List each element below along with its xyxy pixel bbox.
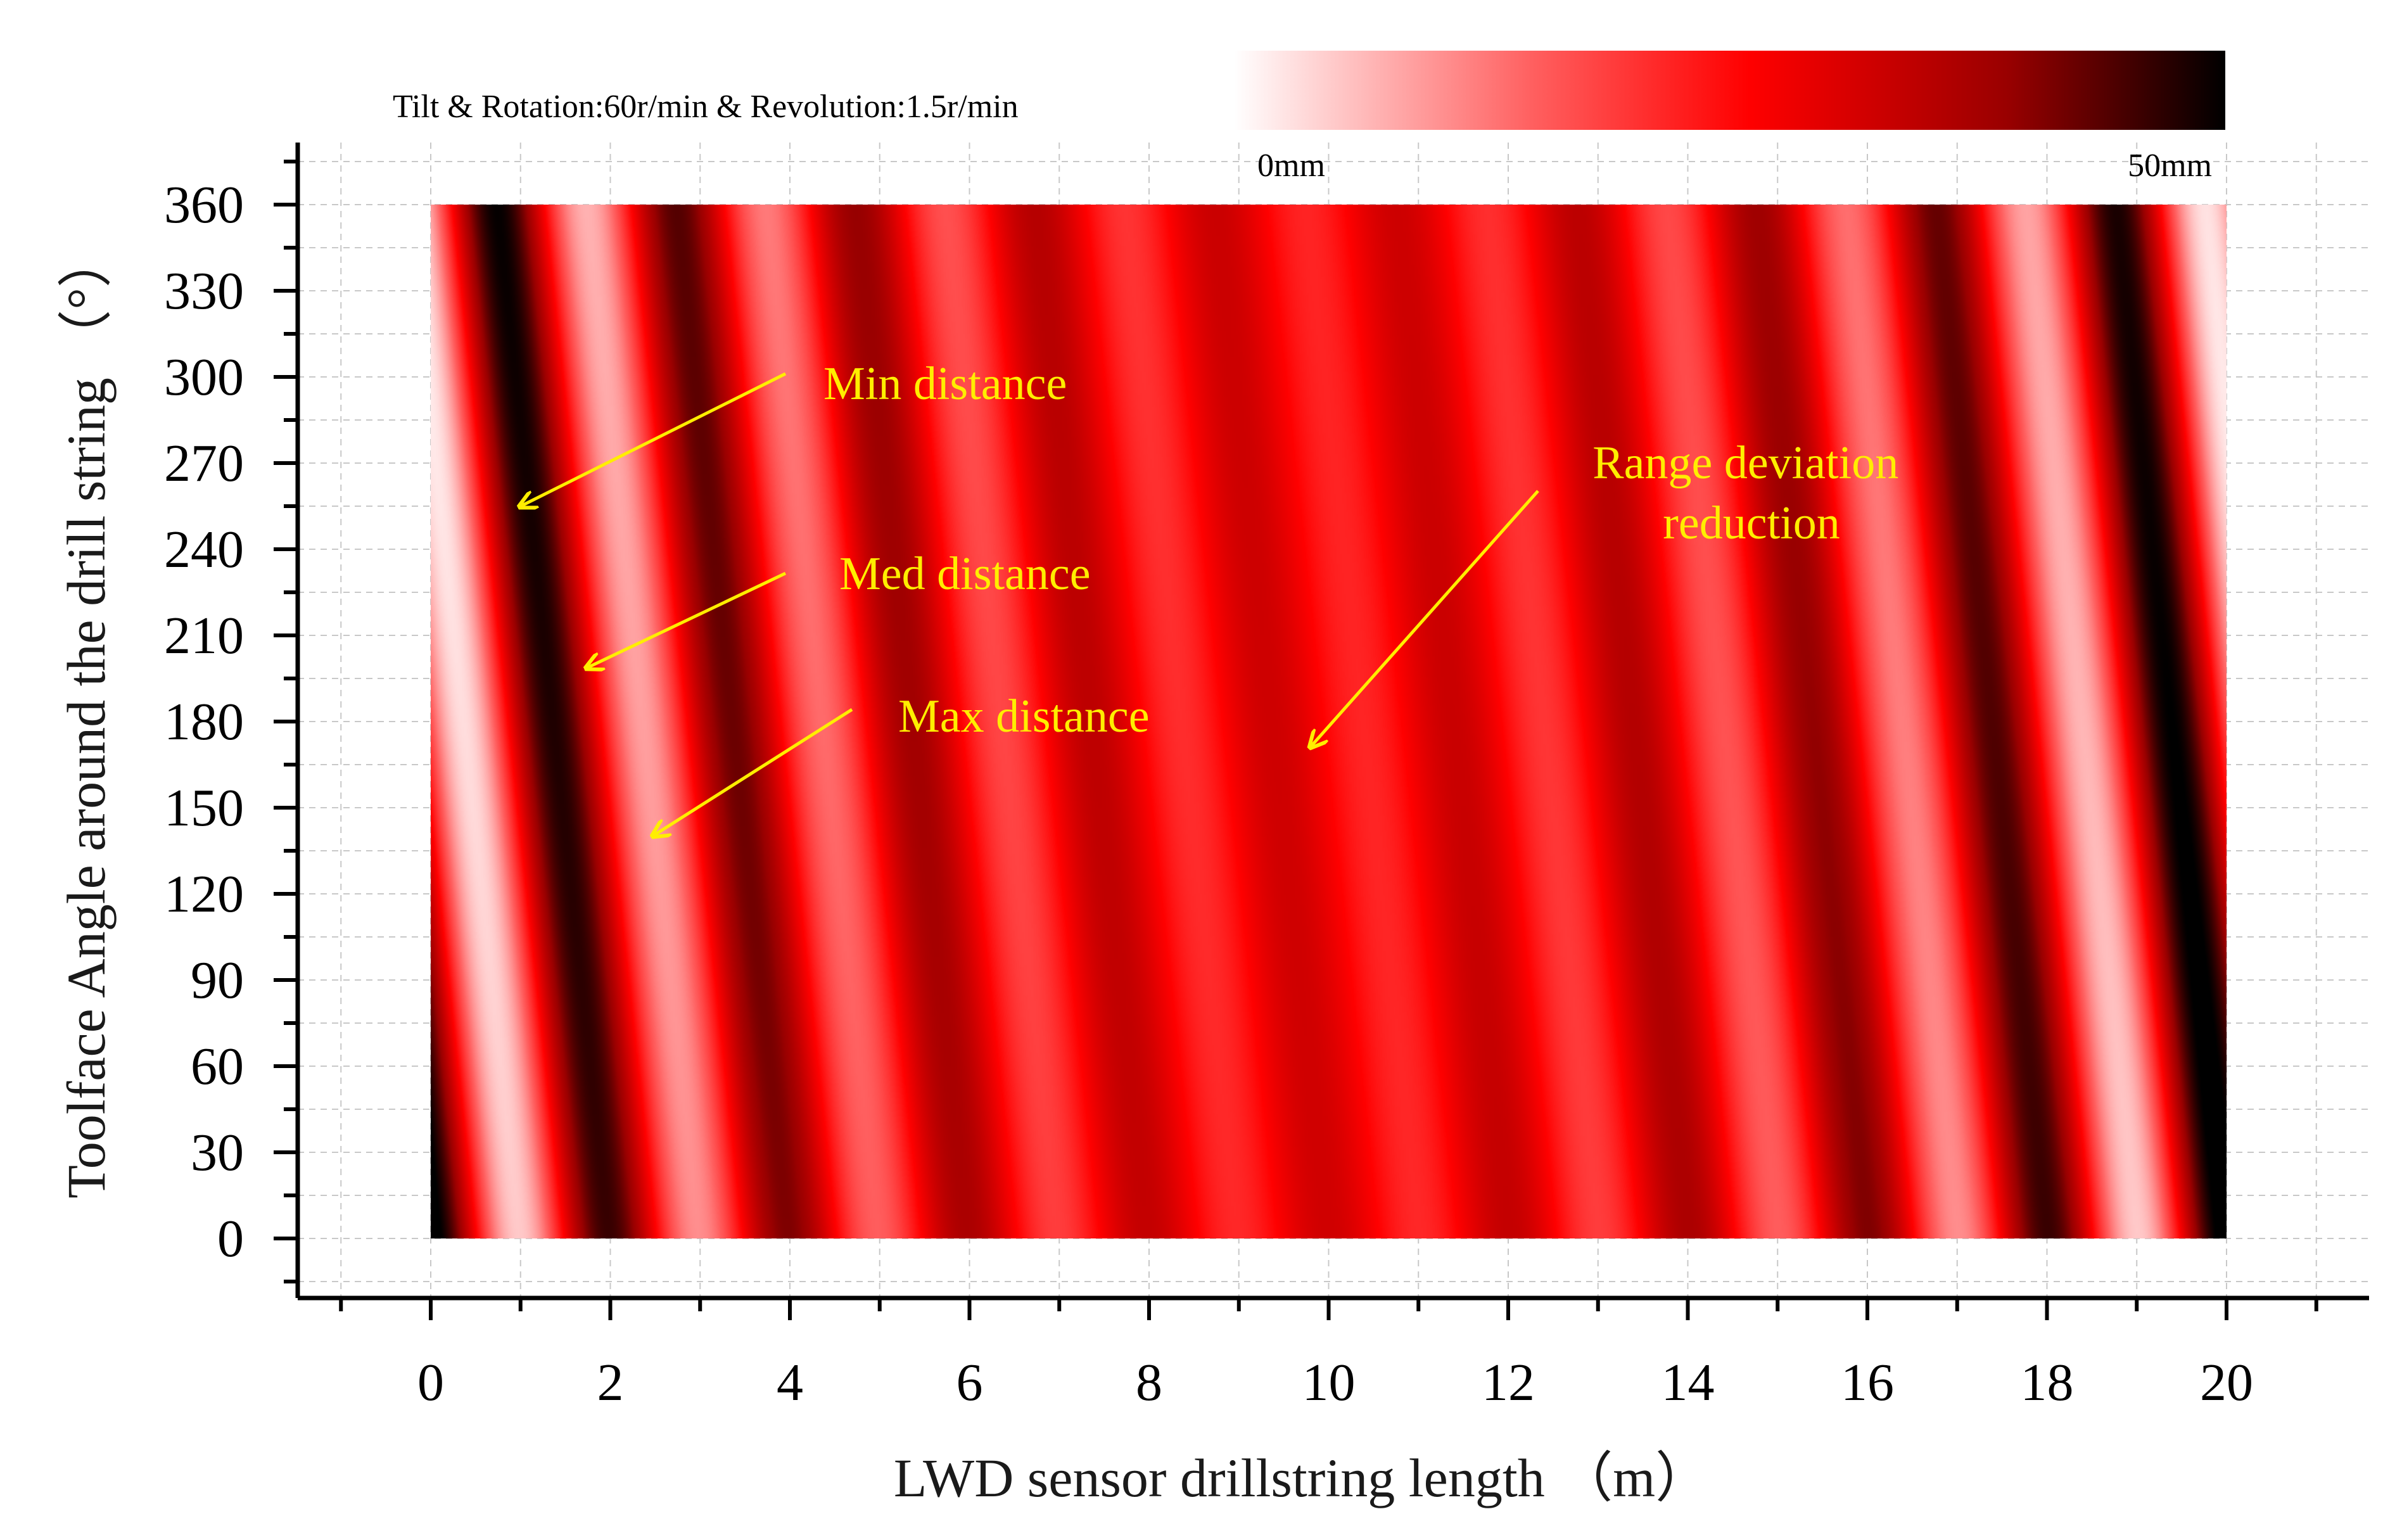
x-tick-label: 16 [1841,1353,1894,1412]
y-tick-label: 60 [191,1037,244,1096]
chart-title: Tilt & Rotation:60r/min & Revolution:1.5… [393,89,1019,125]
y-tick-label: 240 [164,520,244,579]
annotations: Min distance Med distance Max distance R… [519,358,1910,836]
annotation-range-deviation-line2: reduction [1663,497,1840,549]
y-tick-label: 210 [164,606,244,665]
y-axis-title: Toolface Angle around the drill string （… [56,233,117,1198]
arrow-med-distance [586,571,787,668]
colorbar-min-label: 0mm [1257,148,1325,184]
y-tick-label: 270 [164,434,244,493]
x-tick-label: 4 [777,1353,803,1412]
y-tick-label: 30 [191,1123,244,1182]
x-ticks: 0 2 4 6 8 10 12 14 16 18 20 [339,1298,2318,1412]
heatmap-image [431,205,2227,1238]
x-tick-label: 14 [1662,1353,1715,1412]
y-tick-label: 0 [217,1209,244,1268]
y-tick-label: 150 [164,779,244,837]
annotation-min-distance: Min distance [823,358,1067,410]
arrow-max-distance [652,708,853,836]
annotation-max-distance: Max distance [898,690,1150,742]
annotation-range-deviation-line1: Range deviation [1592,437,1898,489]
y-tick-label: 90 [191,951,244,1010]
arrow-range-deviation [1310,490,1539,748]
y-tick-label: 180 [164,692,244,751]
y-ticks: 0 30 60 90 120 150 180 210 240 270 300 330 360 [164,160,298,1283]
annotation-range-deviation: Range deviation reduction [1592,437,1910,549]
y-tick-label: 120 [164,865,244,924]
x-tick-label: 20 [2200,1353,2253,1412]
arrow-min-distance [519,372,787,507]
x-tick-label: 2 [597,1353,624,1412]
x-axis-title: LWD sensor drillstring length （m） [894,1448,1710,1508]
colorbar: 0mm 50mm [1234,51,2225,184]
x-tick-label: 10 [1302,1353,1356,1412]
x-tick-label: 0 [417,1353,444,1412]
x-tick-label: 8 [1136,1353,1162,1412]
x-tick-label: 12 [1482,1353,1535,1412]
y-tick-label: 360 [164,175,244,234]
x-tick-label: 18 [2021,1353,2074,1412]
annotation-med-distance: Med distance [839,548,1091,600]
colorbar-gradient [1234,51,2225,130]
colorbar-max-label: 50mm [2128,148,2212,184]
y-tick-label: 300 [164,348,244,407]
y-tick-label: 330 [164,262,244,321]
x-tick-label: 6 [956,1353,983,1412]
